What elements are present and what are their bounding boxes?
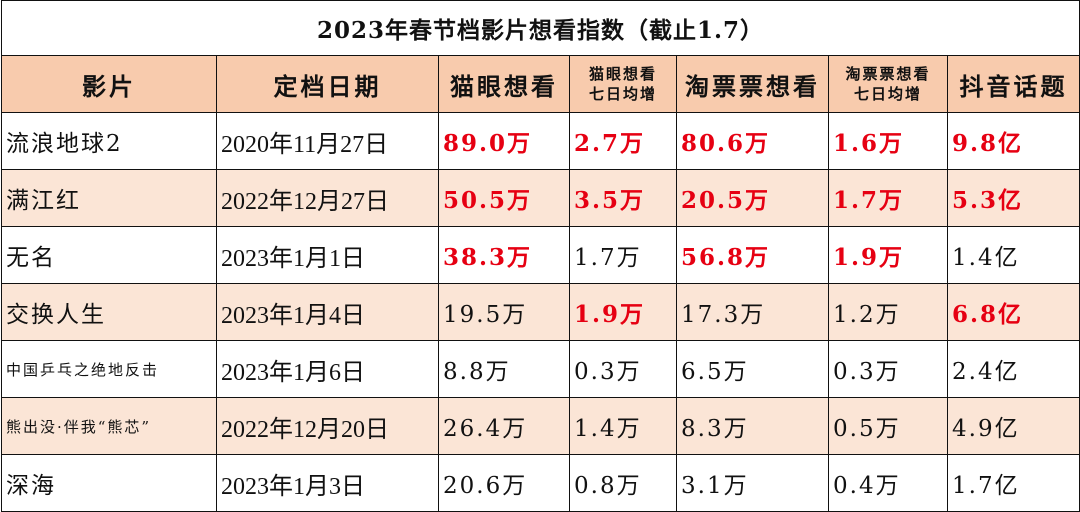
header-maoyan-week: 猫眼想看 七日均增 (569, 55, 677, 113)
cell-taopiao-week: 0.5万 (828, 397, 948, 455)
cell-douyin: 6.8亿 (946, 283, 1080, 341)
cell-taopiao: 80.6万 (676, 112, 829, 170)
cell-maoyan-week: 1.9万 (569, 283, 677, 341)
header-maoyan-week-line1: 猫眼想看 (588, 65, 657, 83)
header-maoyan: 猫眼想看 (438, 55, 570, 113)
cell-taopiao-week: 1.7万 (828, 169, 948, 227)
cell-maoyan-week: 1.4万 (569, 397, 677, 455)
table-row: 流浪地球2 2020年11月27日 89.0万 2.7万 80.6万 1.6万 … (1, 112, 1080, 170)
header-maoyan-week-line2: 七日均增 (588, 85, 657, 103)
cell-maoyan: 26.4万 (438, 397, 570, 455)
table-row: 无名 2023年1月1日 38.3万 1.7万 56.8万 1.9万 1.4亿 (1, 226, 1080, 284)
cell-douyin: 5.3亿 (946, 169, 1080, 227)
cell-taopiao-week: 1.2万 (828, 283, 948, 341)
cell-maoyan: 8.8万 (438, 340, 570, 398)
cell-taopiao-week: 0.3万 (828, 340, 948, 398)
cell-douyin: 1.7亿 (946, 454, 1080, 512)
cell-film: 深海 (1, 454, 217, 512)
cell-taopiao: 17.3万 (676, 283, 829, 341)
cell-maoyan: 38.3万 (438, 226, 570, 284)
cell-film: 交换人生 (1, 283, 217, 341)
cell-date: 2022年12月20日 (216, 397, 439, 455)
cell-maoyan: 20.6万 (438, 454, 570, 512)
cell-maoyan-week: 1.7万 (569, 226, 677, 284)
table-title: 2023年春节档影片想看指数（截止1.7） (0, 0, 1080, 56)
header-date: 定档日期 (216, 55, 439, 113)
table-row: 熊出没·伴我“熊芯” 2022年12月20日 26.4万 1.4万 8.3万 0… (1, 397, 1080, 455)
cell-date: 2023年1月6日 (216, 340, 439, 398)
table-row: 交换人生 2023年1月4日 19.5万 1.9万 17.3万 1.2万 6.8… (1, 283, 1080, 341)
cell-maoyan-week: 0.8万 (569, 454, 677, 512)
cell-maoyan-week: 0.3万 (569, 340, 677, 398)
cell-date: 2023年1月1日 (216, 226, 439, 284)
header-douyin: 抖音话题 (946, 55, 1080, 113)
header-film: 影片 (1, 55, 217, 113)
cell-taopiao-week: 1.9万 (828, 226, 948, 284)
cell-date: 2022年12月27日 (216, 169, 439, 227)
header-taopiao-week-line1: 淘票票想看 (845, 65, 931, 83)
header-row: 影片 定档日期 猫眼想看 猫眼想看 七日均增 淘票票想看 淘票票想看 七日均增 抖音… (1, 55, 1080, 113)
cell-film: 中国乒乓之绝地反击 (1, 340, 217, 398)
cell-film: 熊出没·伴我“熊芯” (1, 397, 217, 455)
header-taopiao: 淘票票想看 (676, 55, 829, 113)
cell-taopiao-week: 1.6万 (828, 112, 948, 170)
cell-date: 2023年1月3日 (216, 454, 439, 512)
cell-douyin: 9.8亿 (946, 112, 1080, 170)
cell-taopiao: 8.3万 (676, 397, 829, 455)
cell-taopiao-week: 0.4万 (828, 454, 948, 512)
cell-taopiao: 56.8万 (676, 226, 829, 284)
table-row: 深海 2023年1月3日 20.6万 0.8万 3.1万 0.4万 1.7亿 (1, 454, 1080, 512)
cell-maoyan: 50.5万 (438, 169, 570, 227)
cell-douyin: 4.9亿 (946, 397, 1080, 455)
cell-date: 2023年1月4日 (216, 283, 439, 341)
table-row: 满江红 2022年12月27日 50.5万 3.5万 20.5万 1.7万 5.… (1, 169, 1080, 227)
title-row: 2023年春节档影片想看指数（截止1.7） (0, 0, 1080, 56)
cell-taopiao: 20.5万 (676, 169, 829, 227)
cell-film: 无名 (1, 226, 217, 284)
cell-douyin: 2.4亿 (946, 340, 1080, 398)
cell-film: 流浪地球2 (1, 112, 217, 170)
cell-taopiao: 3.1万 (676, 454, 829, 512)
table-row: 中国乒乓之绝地反击 2023年1月6日 8.8万 0.3万 6.5万 0.3万 … (1, 340, 1080, 398)
cell-taopiao: 6.5万 (676, 340, 829, 398)
cell-maoyan-week: 2.7万 (569, 112, 677, 170)
cell-maoyan: 19.5万 (438, 283, 570, 341)
cell-maoyan-week: 3.5万 (569, 169, 677, 227)
cell-film: 满江红 (1, 169, 217, 227)
header-taopiao-week: 淘票票想看 七日均增 (828, 55, 948, 113)
cell-maoyan: 89.0万 (438, 112, 570, 170)
header-taopiao-week-line2: 七日均增 (853, 85, 922, 103)
cell-date: 2020年11月27日 (216, 112, 439, 170)
cell-douyin: 1.4亿 (946, 226, 1080, 284)
